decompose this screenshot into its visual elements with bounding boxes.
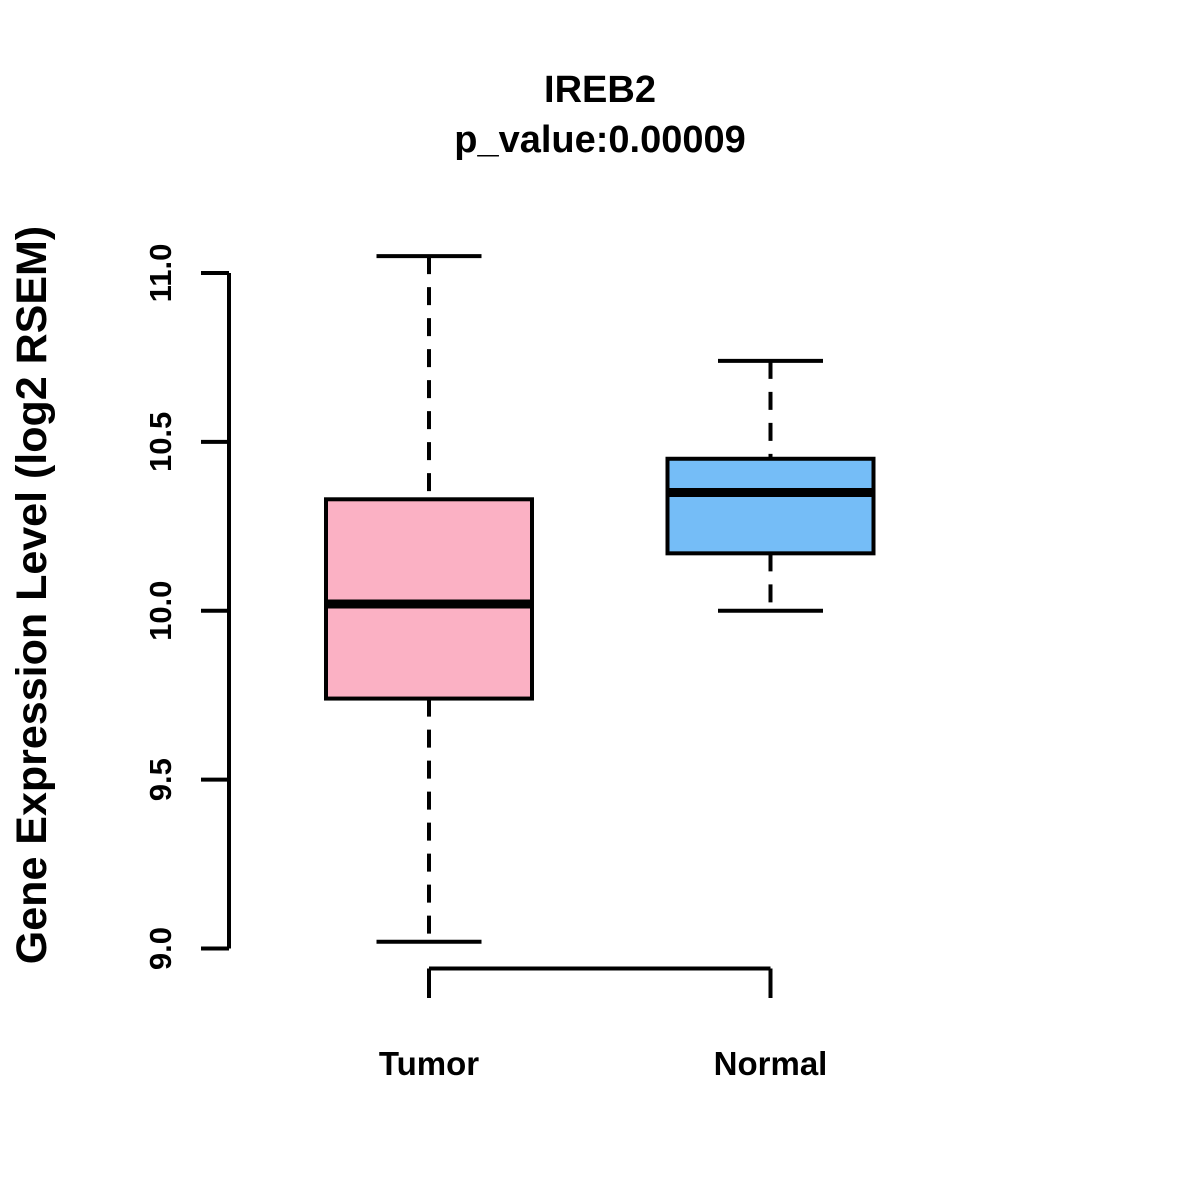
box-normal <box>665 456 876 556</box>
y-tick-label: 10.5 <box>143 412 178 472</box>
y-tick-label: 10.0 <box>143 581 178 641</box>
category-label-normal: Normal <box>714 1045 828 1082</box>
chart-title: IREB2 <box>544 69 656 111</box>
box-tumor <box>324 497 534 701</box>
y-tick-label: 11.0 <box>143 244 178 303</box>
y-tick-label: 9.5 <box>143 758 178 801</box>
chart-title-block: IREB2 p_value:0.00009 <box>0 65 1200 165</box>
y-tick-label: 9.0 <box>143 927 178 970</box>
chart-subtitle: p_value:0.00009 <box>454 119 746 161</box>
category-label-tumor: Tumor <box>379 1045 479 1082</box>
